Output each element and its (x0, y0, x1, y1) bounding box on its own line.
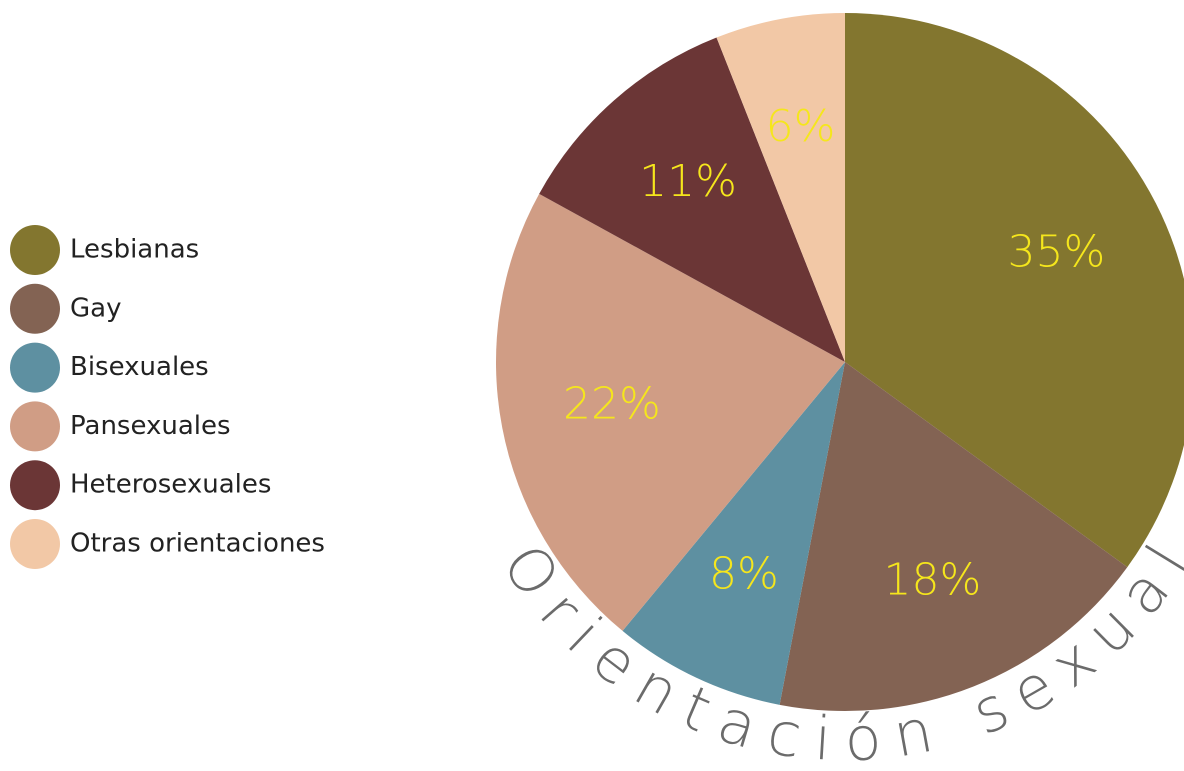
value-label: 8% (709, 549, 779, 600)
legend-swatch (10, 342, 60, 393)
pie-slice (779, 362, 1128, 711)
legend-swatch (10, 460, 60, 511)
value-label: 35% (1008, 226, 1106, 277)
pie-slice (622, 362, 845, 705)
legend-swatch (10, 519, 60, 569)
legend-label: Otras orientaciones (70, 529, 325, 559)
legend-label: Pansexuales (70, 411, 231, 441)
pie-slice (539, 37, 845, 363)
value-label: 22% (563, 378, 661, 429)
pie-slice (716, 13, 845, 362)
pie-slice (845, 13, 1184, 568)
legend: Lesbianas Gay Bisexuales Pansexuales Heteros… (10, 225, 325, 569)
pie-slice (495, 193, 845, 631)
value-label: 18% (883, 555, 981, 606)
legend-label: Lesbianas (70, 235, 199, 265)
legend-label: Bisexuales (70, 352, 209, 382)
value-label: 6% (766, 101, 836, 152)
value-label: 11% (639, 156, 737, 207)
legend-swatch (10, 283, 60, 334)
legend-label: Heterosexuales (70, 470, 271, 500)
pie (495, 13, 1184, 711)
legend-label: Gay (70, 293, 121, 323)
legend-swatch (10, 401, 60, 452)
value-labels: 35% 18% 8% 22% 11% 6% (563, 101, 1105, 606)
legend-swatch (10, 225, 60, 275)
